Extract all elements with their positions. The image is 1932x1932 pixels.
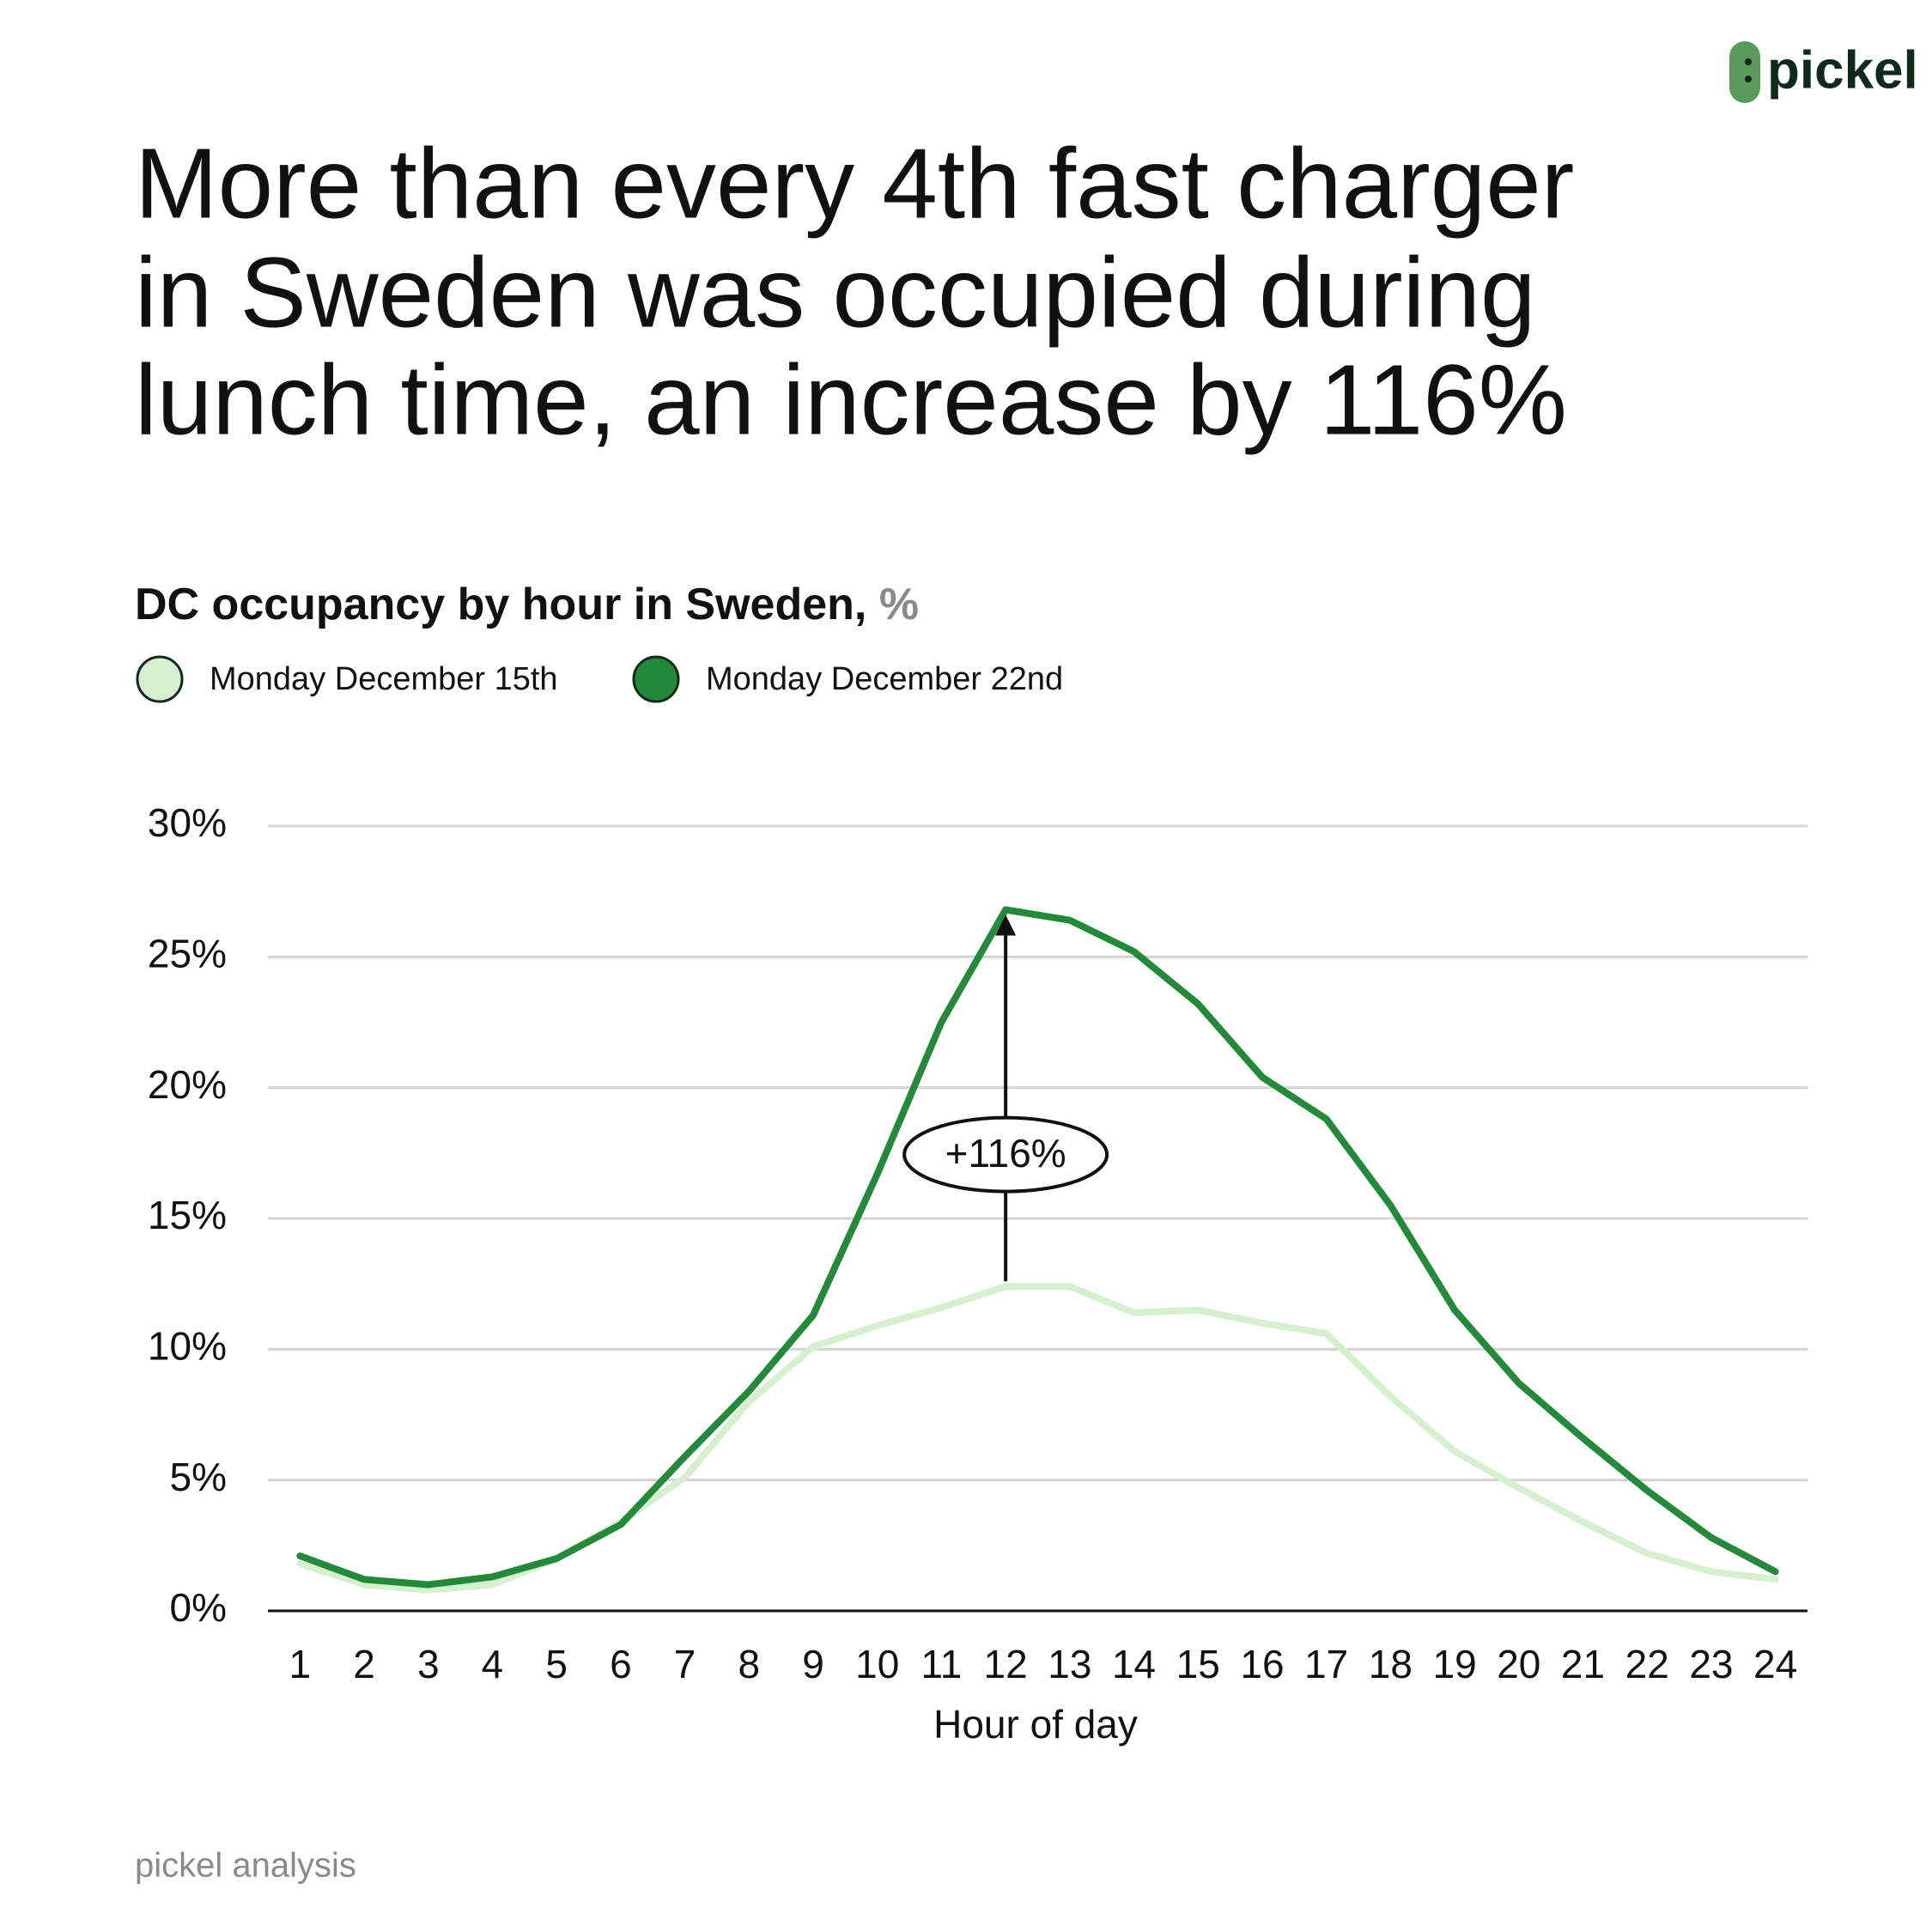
title: in Sweden was occupied during: [135, 237, 1535, 349]
logo-icon: [1729, 41, 1760, 103]
subtitle-unit: %: [879, 580, 919, 629]
x-tick-label: 3: [417, 1642, 440, 1686]
x-tick-label: 10: [855, 1642, 899, 1686]
y-tick-label: 0%: [170, 1585, 227, 1630]
x-tick-label: 18: [1369, 1642, 1413, 1686]
legend-label: Monday December 15th: [210, 661, 558, 697]
logo-dot: [1745, 58, 1752, 65]
x-tick-label: 17: [1304, 1642, 1348, 1686]
legend-swatch: [632, 655, 680, 703]
x-tick-label: 8: [738, 1642, 761, 1686]
x-tick-label: 11: [921, 1642, 963, 1686]
y-tick-label: 30%: [148, 800, 227, 845]
plot: 0%5%10%15%20%25%30%1 2 3 4 5 6 7 8 9 10 11 12 13 14 15…: [148, 800, 1807, 1686]
x-tick-label: 21: [1561, 1642, 1605, 1686]
x-axis-label: Hour of day: [933, 1702, 1138, 1747]
x-tick-label: 14: [1112, 1642, 1156, 1686]
y-tick-label: 10%: [148, 1323, 227, 1368]
legend-swatch: [136, 655, 184, 703]
x-tick-label: 7: [674, 1642, 696, 1686]
annotation-label: +116%: [945, 1131, 1066, 1176]
y-tick-label: 5%: [170, 1455, 227, 1499]
annotation-arrowhead: [995, 914, 1017, 936]
x-tick-label: 2: [353, 1642, 375, 1686]
legend: Monday December 15th Monday December 22nd: [136, 655, 1063, 703]
x-tick-label: 15: [1176, 1642, 1220, 1686]
x-tick-label: 9: [802, 1642, 824, 1686]
x-tick-label: 12: [984, 1642, 1028, 1686]
footer: pickel analysis: [135, 1847, 356, 1885]
x-tick-label: 22: [1625, 1642, 1669, 1686]
x-tick-label: 6: [610, 1642, 632, 1686]
x-tick-label: 24: [1753, 1642, 1797, 1686]
logo-text: pickel: [1767, 40, 1918, 100]
x-tick-label: 23: [1689, 1642, 1733, 1686]
x-tick-label: 20: [1497, 1642, 1540, 1686]
x-tick-label: 1: [289, 1642, 312, 1686]
legend-label: Monday December 22nd: [706, 661, 1063, 697]
y-tick-label: 25%: [148, 931, 227, 975]
title: lunch time, an increase by 116%: [135, 344, 1567, 456]
x-tick-label: 4: [482, 1642, 504, 1686]
series-line: [296, 906, 1779, 1589]
subtitle-text: DC occupancy by hour in Sweden,: [135, 580, 866, 629]
x-tick-label: 16: [1240, 1642, 1284, 1686]
logo-dot: [1745, 76, 1752, 82]
subtitle: DC occupancy by hour in Sweden, %: [135, 580, 919, 629]
title: More than every 4th fast charger: [135, 128, 1574, 240]
y-tick-label: 15%: [148, 1193, 227, 1237]
x-tick-label: 19: [1433, 1642, 1477, 1686]
x-tick-label: 13: [1048, 1642, 1091, 1686]
y-tick-label: 20%: [148, 1062, 227, 1107]
x-tick-label: 5: [545, 1642, 568, 1686]
annotation-bubble: [902, 1115, 1109, 1194]
